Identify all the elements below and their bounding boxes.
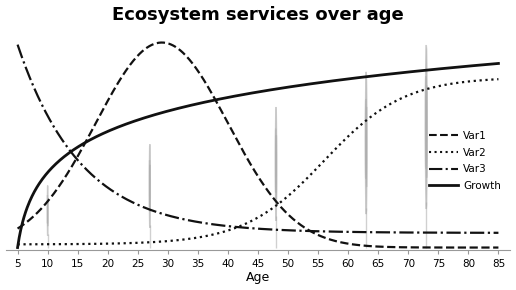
Ellipse shape [425, 45, 427, 209]
Ellipse shape [149, 160, 150, 207]
Growth [138, 117, 144, 121]
Growth [232, 94, 238, 98]
Var2 [100, 242, 106, 246]
Ellipse shape [365, 99, 366, 179]
Var1 [495, 246, 502, 249]
Var1 [336, 240, 343, 244]
Var1 [233, 136, 239, 140]
Ellipse shape [366, 107, 367, 187]
Var2 [232, 226, 238, 230]
Ellipse shape [276, 135, 277, 199]
Ellipse shape [149, 144, 150, 228]
Var3 [335, 230, 342, 233]
Growth [377, 73, 383, 77]
Var1 [299, 224, 305, 227]
Var3 [232, 225, 238, 229]
Legend: Var1, Var2, Var3, Growth: Var1, Var2, Var3, Growth [425, 127, 505, 195]
Var2 [377, 109, 383, 112]
Var2 [335, 144, 342, 147]
Var3 [377, 231, 383, 234]
Title: Ecosystem services over age: Ecosystem services over age [112, 6, 404, 23]
Var3 [14, 43, 21, 46]
Var3 [298, 229, 304, 233]
Growth [495, 62, 502, 65]
Ellipse shape [425, 76, 426, 168]
Var1 [159, 41, 165, 44]
Var1 [14, 227, 21, 230]
Growth [335, 78, 342, 82]
Var3 [495, 231, 502, 235]
Ellipse shape [426, 86, 427, 178]
Ellipse shape [47, 186, 48, 236]
Line: Growth: Growth [18, 64, 498, 248]
Ellipse shape [276, 107, 277, 221]
Var2 [298, 182, 304, 186]
Var3 [100, 182, 106, 186]
Growth [14, 246, 21, 249]
Line: Var2: Var2 [18, 79, 498, 244]
Var2 [138, 241, 144, 244]
X-axis label: Age: Age [246, 271, 270, 284]
Var1 [377, 245, 383, 249]
Growth [298, 84, 304, 87]
Line: Var3: Var3 [18, 45, 498, 233]
Var2 [14, 243, 21, 246]
Var1 [138, 50, 144, 54]
Line: Var1: Var1 [18, 43, 498, 248]
Var1 [100, 108, 106, 112]
Ellipse shape [365, 72, 367, 214]
Growth [100, 132, 106, 135]
Var2 [495, 77, 502, 81]
Var3 [138, 204, 144, 208]
